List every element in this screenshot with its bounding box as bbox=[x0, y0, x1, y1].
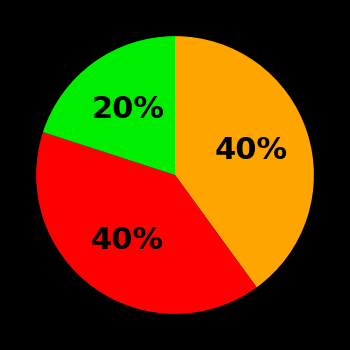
Text: 40%: 40% bbox=[215, 135, 288, 164]
Text: 40%: 40% bbox=[91, 226, 164, 255]
Wedge shape bbox=[36, 132, 257, 314]
Wedge shape bbox=[175, 36, 314, 287]
Wedge shape bbox=[43, 36, 175, 175]
Text: 20%: 20% bbox=[91, 95, 164, 124]
